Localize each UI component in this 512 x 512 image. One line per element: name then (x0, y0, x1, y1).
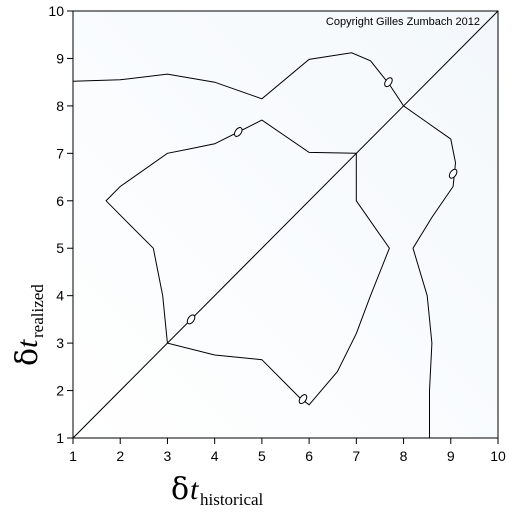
plot-frame (72, 10, 499, 439)
x-tick-label-4: 4 (211, 448, 219, 464)
x-axis-label-symbol: δ (171, 472, 189, 507)
x-tick-label-5: 5 (258, 448, 266, 464)
series-2-marker-1 (234, 127, 243, 137)
y-axis-label-sub: realized (28, 284, 47, 338)
x-tick-label-6: 6 (305, 448, 313, 464)
y-tick-label-4: 4 (56, 288, 64, 304)
x-tick-label-9: 9 (447, 448, 455, 464)
series-1-marker-2 (448, 168, 458, 179)
y-tick-label-10: 10 (48, 3, 64, 19)
y-tick-label-7: 7 (56, 145, 64, 161)
diagonal-line (72, 10, 499, 439)
series-2-marker-3 (186, 314, 196, 325)
y-axis-label-symbol: δ (10, 348, 45, 366)
x-tick-label-10: 10 (490, 448, 506, 464)
x-tick-label-3: 3 (164, 448, 172, 464)
y-tick-label-6: 6 (56, 193, 64, 209)
x-axis-label: δ t historical (171, 472, 264, 509)
x-tick-label-2: 2 (116, 448, 124, 464)
series-1-marker-1 (384, 77, 393, 88)
copyright-annotation: Copyright Gilles Zumbach 2012 (326, 16, 480, 28)
x-axis-label-sub: historical (200, 490, 264, 509)
x-axis-label-var: t (190, 473, 199, 506)
series-2-marker-2 (298, 394, 308, 405)
x-tick-label-7: 7 (352, 448, 360, 464)
y-tick-label-8: 8 (56, 98, 64, 114)
x-tick-label-1: 1 (69, 448, 77, 464)
series-line-2 (105, 119, 390, 406)
series-line-1 (72, 52, 457, 438)
y-tick-label-5: 5 (56, 240, 64, 256)
y-tick-label-1: 1 (56, 430, 64, 446)
y-tick-label-9: 9 (56, 50, 64, 66)
y-axis-label-var: t (11, 339, 44, 348)
y-axis-label: δ t realized (10, 284, 47, 366)
x-tick-label-8: 8 (400, 448, 408, 464)
y-tick-label-2: 2 (56, 383, 64, 399)
y-tick-label-3: 3 (56, 335, 64, 351)
